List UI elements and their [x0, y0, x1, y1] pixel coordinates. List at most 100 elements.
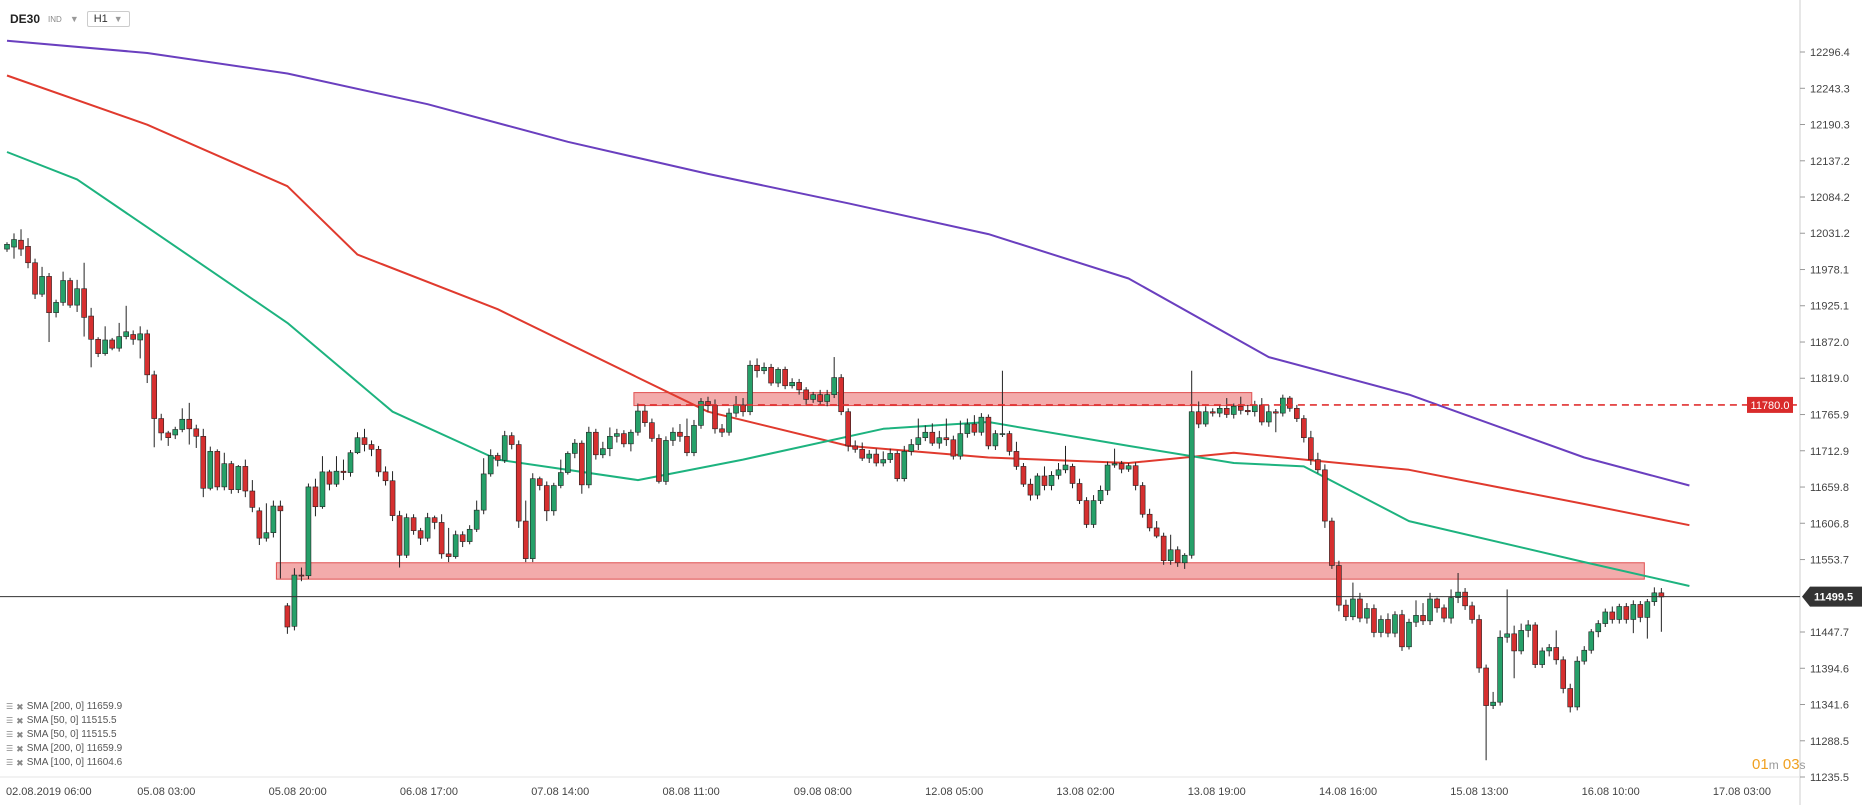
candle[interactable] — [88, 307, 94, 368]
close-icon[interactable]: ✖ — [16, 744, 24, 754]
candle[interactable] — [102, 326, 108, 356]
candle[interactable] — [621, 430, 627, 448]
candle[interactable] — [572, 439, 578, 459]
candle[interactable] — [165, 430, 172, 446]
candle[interactable] — [445, 527, 452, 563]
candle[interactable] — [887, 448, 894, 463]
candle[interactable] — [1223, 398, 1230, 418]
candle[interactable] — [515, 440, 522, 528]
candle[interactable] — [908, 439, 915, 456]
candle[interactable] — [1188, 370, 1195, 559]
candle[interactable] — [158, 413, 165, 441]
candle[interactable] — [1209, 408, 1216, 417]
candle[interactable] — [1118, 460, 1125, 474]
candle[interactable] — [326, 469, 333, 491]
candle[interactable] — [747, 360, 753, 416]
candle[interactable] — [4, 242, 10, 252]
candle[interactable] — [39, 266, 45, 297]
candle[interactable] — [964, 418, 971, 438]
candle[interactable] — [810, 391, 816, 403]
candle[interactable] — [698, 398, 704, 429]
candle[interactable] — [859, 442, 866, 461]
candle[interactable] — [298, 567, 305, 582]
candle[interactable] — [1174, 546, 1181, 567]
candle[interactable] — [1104, 461, 1111, 496]
candle[interactable] — [1630, 600, 1637, 634]
candle[interactable] — [410, 514, 417, 535]
candle[interactable] — [1462, 588, 1468, 610]
candle[interactable] — [1399, 609, 1405, 651]
candle[interactable] — [950, 435, 957, 460]
candle[interactable] — [18, 229, 24, 256]
candle[interactable] — [1553, 630, 1560, 665]
candle[interactable] — [382, 466, 389, 486]
candle[interactable] — [25, 238, 31, 269]
candle[interactable] — [1322, 464, 1328, 528]
list-icon[interactable]: ☰ — [6, 702, 14, 711]
candle[interactable] — [1097, 485, 1104, 504]
candle[interactable] — [501, 430, 508, 463]
candle[interactable] — [256, 507, 263, 545]
candle[interactable] — [1251, 400, 1258, 417]
candle[interactable] — [999, 370, 1006, 438]
candle[interactable] — [1413, 600, 1419, 627]
candle[interactable] — [1434, 597, 1440, 613]
candle[interactable] — [1546, 644, 1552, 657]
candle[interactable] — [943, 418, 950, 446]
candle[interactable] — [172, 426, 179, 440]
candle[interactable] — [1357, 592, 1363, 623]
candle[interactable] — [144, 329, 150, 384]
candle[interactable] — [53, 299, 59, 318]
candle[interactable] — [1034, 473, 1041, 500]
candle[interactable] — [529, 473, 536, 563]
candle[interactable] — [642, 404, 648, 427]
candle[interactable] — [543, 481, 550, 522]
candle[interactable] — [1483, 664, 1489, 761]
candle[interactable] — [368, 440, 375, 457]
candle[interactable] — [1160, 532, 1167, 565]
candle[interactable] — [1111, 448, 1118, 468]
candle[interactable] — [375, 445, 382, 477]
candle[interactable] — [1181, 553, 1188, 569]
candle[interactable] — [109, 337, 115, 351]
candle[interactable] — [677, 424, 683, 442]
candle[interactable] — [452, 530, 459, 559]
candle[interactable] — [740, 398, 746, 417]
candle[interactable] — [1076, 478, 1083, 504]
candle[interactable] — [431, 515, 438, 530]
candle[interactable] — [46, 273, 52, 343]
candle[interactable] — [1371, 604, 1377, 638]
candle[interactable] — [670, 427, 676, 446]
candle[interactable] — [726, 408, 732, 436]
candle[interactable] — [957, 420, 964, 460]
candle[interactable] — [207, 446, 214, 491]
candle[interactable] — [305, 483, 312, 580]
candle[interactable] — [691, 419, 697, 457]
candle[interactable] — [817, 389, 823, 405]
candle[interactable] — [459, 531, 466, 548]
candle[interactable] — [1581, 646, 1588, 665]
candle[interactable] — [614, 428, 620, 443]
candle[interactable] — [1567, 683, 1574, 713]
candle[interactable] — [424, 512, 431, 542]
candle[interactable] — [396, 510, 403, 568]
candle[interactable] — [291, 568, 298, 631]
candle[interactable] — [607, 427, 613, 457]
candle[interactable] — [487, 449, 494, 477]
candle[interactable] — [186, 402, 193, 445]
candle[interactable] — [1041, 466, 1048, 491]
candle[interactable] — [649, 418, 655, 442]
candle[interactable] — [347, 450, 354, 477]
candle[interactable] — [1139, 482, 1146, 518]
candle[interactable] — [116, 322, 122, 352]
candle[interactable] — [1013, 441, 1020, 470]
candle[interactable] — [775, 367, 781, 388]
candle[interactable] — [1167, 534, 1174, 565]
candle[interactable] — [1329, 517, 1335, 569]
candle[interactable] — [270, 500, 277, 538]
candle[interactable] — [312, 478, 319, 517]
candle[interactable] — [1280, 394, 1286, 417]
legend-item[interactable]: ☰ ✖ SMA [200, 0] 11659.9 — [6, 742, 122, 756]
candle[interactable] — [1350, 582, 1356, 621]
candle[interactable] — [1420, 603, 1426, 625]
